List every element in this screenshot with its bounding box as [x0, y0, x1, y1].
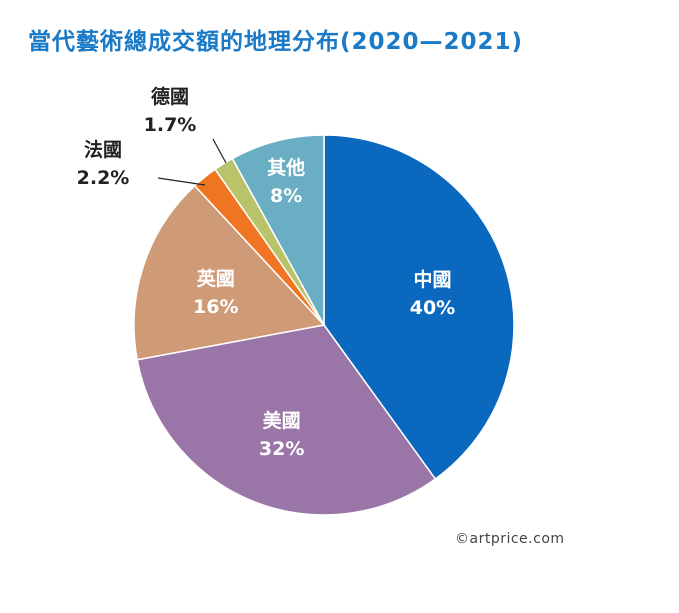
- slice-3-name-label: 英國: [197, 267, 235, 290]
- slice-1-name-label: 中國: [413, 268, 451, 291]
- slice-4-value-label: 2.2%: [77, 167, 130, 189]
- slice-2-wedge: [136, 324, 437, 516]
- slice-4-name-label: 法國: [84, 138, 122, 161]
- slice-5-name-label: 德國: [151, 85, 189, 108]
- slice-5-leader-line: [212, 138, 227, 164]
- slice-1-value-label: 40%: [410, 297, 455, 319]
- slice-2-value-label: 32%: [259, 438, 304, 460]
- slice-3-value-label: 16%: [193, 296, 238, 318]
- leader-lines: [157, 138, 227, 186]
- copyright-credit: ©artprice.com: [455, 531, 565, 547]
- slice-1-wedge: [323, 134, 515, 481]
- slice-6-wedge: [231, 134, 325, 326]
- chart-title: 當代藝術總成交額的地理分布(2020—2021): [28, 29, 524, 55]
- slice-3-wedge: [133, 184, 326, 361]
- pie-slices: [133, 134, 515, 516]
- slice-6-value-label: 8%: [270, 185, 302, 207]
- slice-6-name-label: 其他: [267, 156, 305, 179]
- slice-2-name-label: 美國: [263, 409, 301, 432]
- slice-5-value-label: 1.7%: [144, 114, 197, 136]
- slice-4-leader-line: [157, 177, 206, 186]
- slice-labels: 中國 40% 美國 32% 英國 16% 法國 2.2% 德國 1.7% 其他 8%: [77, 85, 456, 460]
